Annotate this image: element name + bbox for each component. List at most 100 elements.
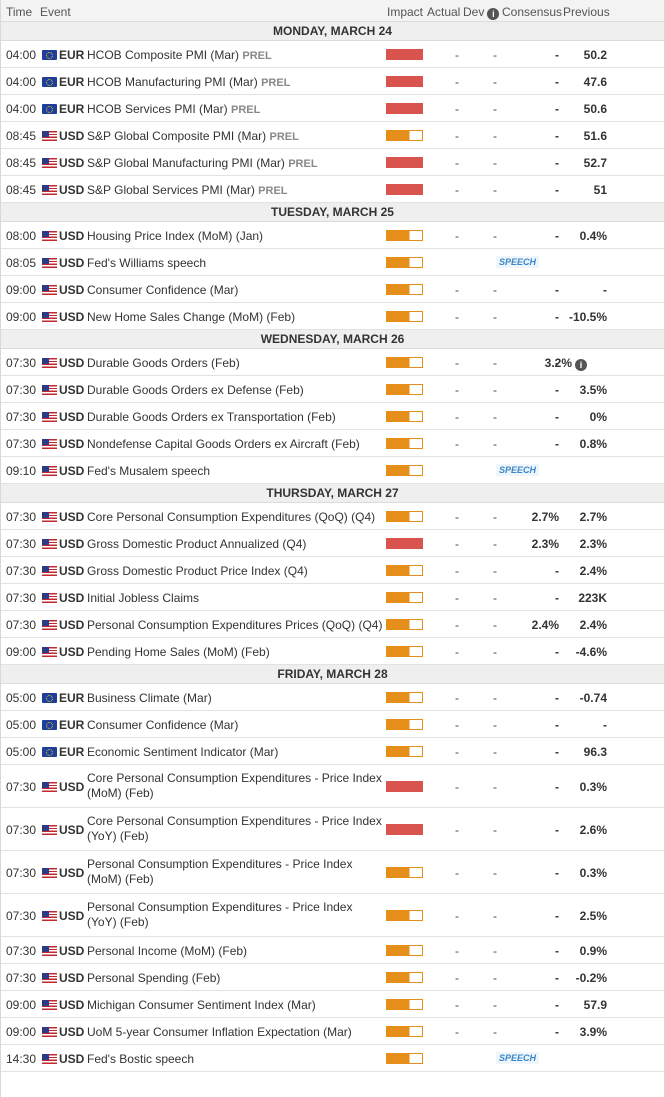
table-row[interactable]: 05:00 EUR Consumer Confidence (Mar) - - - - xyxy=(1,711,664,738)
event-name[interactable]: HCOB Manufacturing PMI (Mar) PREL xyxy=(87,75,385,91)
info-icon[interactable]: i xyxy=(487,8,500,20)
event-title[interactable]: New Home Sales Change (MoM) (Feb) xyxy=(87,309,296,324)
table-row[interactable]: 07:30 USD Personal Consumption Expenditure… xyxy=(1,894,664,937)
table-row[interactable]: 07:30 USD Core Personal Consumption Expend… xyxy=(1,765,664,808)
event-name[interactable]: S&P Global Services PMI (Mar) PREL xyxy=(87,183,385,199)
table-row[interactable]: 07:30 USD Durable Goods Orders ex Transpor… xyxy=(1,403,664,430)
event-name[interactable]: Nondefense Capital Goods Orders ex Aircr… xyxy=(87,437,385,452)
event-title[interactable]: UoM 5-year Consumer Inflation Expectatio… xyxy=(87,1024,352,1039)
info-icon[interactable]: i xyxy=(575,358,587,371)
event-name[interactable]: Durable Goods Orders ex Transportation (… xyxy=(87,410,385,425)
event-title[interactable]: Durable Goods Orders ex Transportation (… xyxy=(87,409,336,424)
header-dev-label[interactable]: Dev xyxy=(463,5,485,19)
event-title[interactable]: Durable Goods Orders ex Defense (Feb) xyxy=(87,382,304,397)
event-name[interactable]: Consumer Confidence (Mar) xyxy=(87,718,385,733)
event-name[interactable]: Michigan Consumer Sentiment Index (Mar) xyxy=(87,998,385,1013)
table-row[interactable]: 09:00 USD UoM 5-year Consumer Inflation Ex… xyxy=(1,1018,664,1045)
event-name[interactable]: Business Climate (Mar) xyxy=(87,691,385,706)
event-title[interactable]: HCOB Manufacturing PMI (Mar) xyxy=(87,74,258,89)
event-name[interactable]: Durable Goods Orders ex Defense (Feb) xyxy=(87,383,385,398)
event-title[interactable]: Economic Sentiment Indicator (Mar) xyxy=(87,744,279,759)
event-title[interactable]: Personal Consumption Expenditures - Pric… xyxy=(87,857,353,886)
event-name[interactable]: Personal Consumption Expenditures - Pric… xyxy=(87,900,385,930)
event-title[interactable]: Housing Price Index (MoM) (Jan) xyxy=(87,228,264,243)
event-title[interactable]: Fed's Musalem speech xyxy=(87,463,211,478)
event-title[interactable]: Gross Domestic Product Annualized (Q4) xyxy=(87,536,307,551)
event-title[interactable]: Fed's Bostic speech xyxy=(87,1051,195,1066)
event-title[interactable]: Core Personal Consumption Expenditures -… xyxy=(87,771,382,800)
event-name[interactable]: UoM 5-year Consumer Inflation Expectatio… xyxy=(87,1025,385,1040)
event-name[interactable]: HCOB Composite PMI (Mar) PREL xyxy=(87,48,385,64)
table-row[interactable]: 07:30 USD Personal Income (MoM) (Feb) - - - 0.… xyxy=(1,937,664,964)
table-row[interactable]: 07:30 USD Personal Spending (Feb) - - - -0.2% xyxy=(1,964,664,991)
event-title[interactable]: Pending Home Sales (MoM) (Feb) xyxy=(87,644,270,659)
event-title[interactable]: Core Personal Consumption Expenditures (… xyxy=(87,509,376,524)
table-row[interactable]: 07:30 USD Core Personal Consumption Expend… xyxy=(1,808,664,851)
table-row[interactable]: 07:30 USD Core Personal Consumption Expend… xyxy=(1,503,664,530)
event-name[interactable]: Economic Sentiment Indicator (Mar) xyxy=(87,745,385,760)
table-row[interactable]: 07:30 USD Nondefense Capital Goods Orders … xyxy=(1,430,664,457)
event-name[interactable]: S&P Global Composite PMI (Mar) PREL xyxy=(87,129,385,145)
event-name[interactable]: Core Personal Consumption Expenditures -… xyxy=(87,814,385,844)
event-name[interactable]: Core Personal Consumption Expenditures -… xyxy=(87,771,385,801)
table-row[interactable]: 14:30 USD Fed's Bostic speech SPEECH xyxy=(1,1045,664,1072)
table-row[interactable]: 09:00 USD Pending Home Sales (MoM) (Feb) - -… xyxy=(1,638,664,665)
table-row[interactable]: 07:30 USD Personal Consumption Expenditure… xyxy=(1,851,664,894)
event-title[interactable]: Initial Jobless Claims xyxy=(87,590,200,605)
table-row[interactable]: 04:00 EUR HCOB Composite PMI (Mar) PREL - - -… xyxy=(1,41,664,68)
event-title[interactable]: Nondefense Capital Goods Orders ex Aircr… xyxy=(87,436,360,451)
table-row[interactable]: 09:10 USD Fed's Musalem speech SPEECH xyxy=(1,457,664,484)
event-name[interactable]: Pending Home Sales (MoM) (Feb) xyxy=(87,645,385,660)
event-name[interactable]: New Home Sales Change (MoM) (Feb) xyxy=(87,310,385,325)
event-title[interactable]: Consumer Confidence (Mar) xyxy=(87,282,239,297)
table-row[interactable]: 07:30 USD Gross Domestic Product Annualize… xyxy=(1,530,664,557)
table-row[interactable]: 08:45 USD S&P Global Services PMI (Mar) PR… xyxy=(1,176,664,203)
event-name[interactable]: Personal Income (MoM) (Feb) xyxy=(87,944,385,959)
event-name[interactable]: Consumer Confidence (Mar) xyxy=(87,283,385,298)
header-impact[interactable]: Impact xyxy=(387,5,424,19)
event-name[interactable]: Initial Jobless Claims xyxy=(87,591,385,606)
event-name[interactable]: Housing Price Index (MoM) (Jan) xyxy=(87,229,385,244)
table-row[interactable]: 09:00 USD New Home Sales Change (MoM) (Feb… xyxy=(1,303,664,330)
table-row[interactable]: 08:05 USD Fed's Williams speech SPEECH xyxy=(1,249,664,276)
event-name[interactable]: Fed's Musalem speech xyxy=(87,464,385,479)
table-row[interactable]: 08:45 USD S&P Global Manufacturing PMI (Ma… xyxy=(1,149,664,176)
table-row[interactable]: 09:00 USD Michigan Consumer Sentiment Inde… xyxy=(1,991,664,1018)
event-name[interactable]: Durable Goods Orders (Feb) xyxy=(87,356,385,371)
table-row[interactable]: 09:00 USD Consumer Confidence (Mar) - - - - xyxy=(1,276,664,303)
event-title[interactable]: S&P Global Manufacturing PMI (Mar) xyxy=(87,155,285,170)
table-row[interactable]: 05:00 EUR Economic Sentiment Indicator (Ma… xyxy=(1,738,664,765)
event-title[interactable]: Personal Consumption Expenditures Prices… xyxy=(87,617,383,632)
event-title[interactable]: HCOB Composite PMI (Mar) xyxy=(87,47,240,62)
event-name[interactable]: Gross Domestic Product Price Index (Q4) xyxy=(87,564,385,579)
header-event[interactable]: Event xyxy=(40,5,71,19)
event-name[interactable]: Personal Consumption Expenditures - Pric… xyxy=(87,857,385,887)
header-actual[interactable]: Actual xyxy=(427,5,461,19)
header-previous[interactable]: Previous xyxy=(563,5,610,19)
table-row[interactable]: 04:00 EUR HCOB Services PMI (Mar) PREL - - - 5… xyxy=(1,95,664,122)
event-title[interactable]: Gross Domestic Product Price Index (Q4) xyxy=(87,563,308,578)
table-row[interactable]: 07:30 USD Personal Consumption Expenditure… xyxy=(1,611,664,638)
event-title[interactable]: Durable Goods Orders (Feb) xyxy=(87,355,240,370)
table-row[interactable]: 08:00 USD Housing Price Index (MoM) (Jan) -… xyxy=(1,222,664,249)
table-row[interactable]: 05:00 EUR Business Climate (Mar) - - - -0.74 xyxy=(1,684,664,711)
event-name[interactable]: Core Personal Consumption Expenditures (… xyxy=(87,510,385,525)
event-title[interactable]: Personal Income (MoM) (Feb) xyxy=(87,943,248,958)
event-title[interactable]: Core Personal Consumption Expenditures -… xyxy=(87,814,382,843)
event-title[interactable]: S&P Global Composite PMI (Mar) xyxy=(87,128,267,143)
event-name[interactable]: Fed's Bostic speech xyxy=(87,1052,385,1067)
event-title[interactable]: Personal Spending (Feb) xyxy=(87,970,221,985)
table-row[interactable]: 07:30 USD Gross Domestic Product Price Ind… xyxy=(1,557,664,584)
event-name[interactable]: Fed's Williams speech xyxy=(87,256,385,271)
event-name[interactable]: Personal Consumption Expenditures Prices… xyxy=(87,618,385,633)
event-title[interactable]: HCOB Services PMI (Mar) xyxy=(87,101,228,116)
event-title[interactable]: Consumer Confidence (Mar) xyxy=(87,717,239,732)
table-row[interactable]: 08:45 USD S&P Global Composite PMI (Mar) P… xyxy=(1,122,664,149)
event-title[interactable]: Fed's Williams speech xyxy=(87,255,206,270)
event-name[interactable]: Personal Spending (Feb) xyxy=(87,971,385,986)
header-time[interactable]: Time xyxy=(6,5,33,19)
event-title[interactable]: Personal Consumption Expenditures - Pric… xyxy=(87,900,353,929)
event-title[interactable]: Michigan Consumer Sentiment Index (Mar) xyxy=(87,997,316,1012)
event-name[interactable]: HCOB Services PMI (Mar) PREL xyxy=(87,102,385,118)
table-row[interactable]: 07:30 USD Durable Goods Orders (Feb) - - -3.2… xyxy=(1,349,664,376)
